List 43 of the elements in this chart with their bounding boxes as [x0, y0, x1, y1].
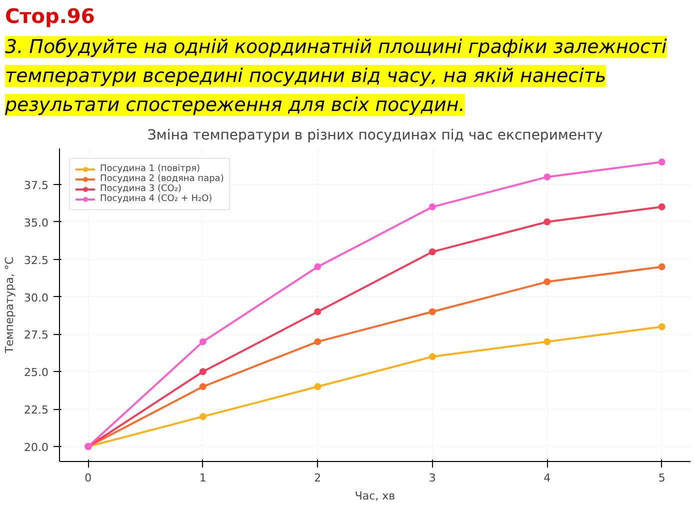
point [314, 262, 322, 270]
x-tick-label: 3 [428, 471, 436, 484]
point [544, 338, 551, 345]
y-tick-label: 30.0 [24, 290, 49, 304]
point [658, 158, 666, 166]
point [314, 382, 322, 390]
y-axis-title: Температура, °C [3, 256, 16, 354]
point [314, 308, 322, 315]
text: 3. Побудуйте на одній координатній площині графіки залежності температури всередині посудини від часу, на якій нанесіть результати спостереження для всіх посудин. [5, 36, 667, 116]
y-tick-label: 22.5 [24, 403, 49, 416]
point [428, 202, 436, 210]
x-axis-title: Час, хв [354, 489, 396, 502]
x-tick-label: 1 [199, 471, 206, 484]
point [658, 202, 666, 210]
y-tick-label: 20.0 [24, 440, 49, 454]
point [658, 262, 666, 270]
point [658, 322, 666, 330]
point [199, 368, 206, 375]
legend-label: Посудина 3 (CO₂) [100, 184, 182, 194]
x-tick-label: 0 [84, 471, 92, 484]
point [199, 412, 206, 420]
point [199, 382, 206, 390]
point [544, 173, 551, 180]
point [314, 338, 322, 345]
chart-title: Зміна температури в різних посудинах під час експерименту [147, 127, 603, 144]
legend-label: Посудина 4 (CO₂ + H₂O) [100, 194, 212, 204]
x-tick-label: 2 [314, 471, 322, 484]
x-tick-label: 4 [544, 471, 551, 484]
point [544, 218, 551, 225]
point [428, 352, 436, 360]
y-tick-label: 27.5 [24, 328, 49, 342]
y-tick-label: 25.0 [24, 366, 49, 379]
legend-label: Посудина 2 (водяна пара) [100, 174, 224, 184]
y-tick-label: 35.0 [24, 216, 49, 229]
point [428, 308, 436, 315]
point [428, 248, 436, 255]
y-tick-label: 37.5 [24, 178, 49, 192]
text: Стор.96 [5, 3, 95, 30]
point [199, 338, 206, 345]
point [544, 278, 551, 285]
y-tick-label: 32.5 [24, 253, 49, 266]
legend-label: Посудина 1 (повітря) [100, 164, 200, 174]
x-tick-label: 5 [658, 471, 666, 484]
